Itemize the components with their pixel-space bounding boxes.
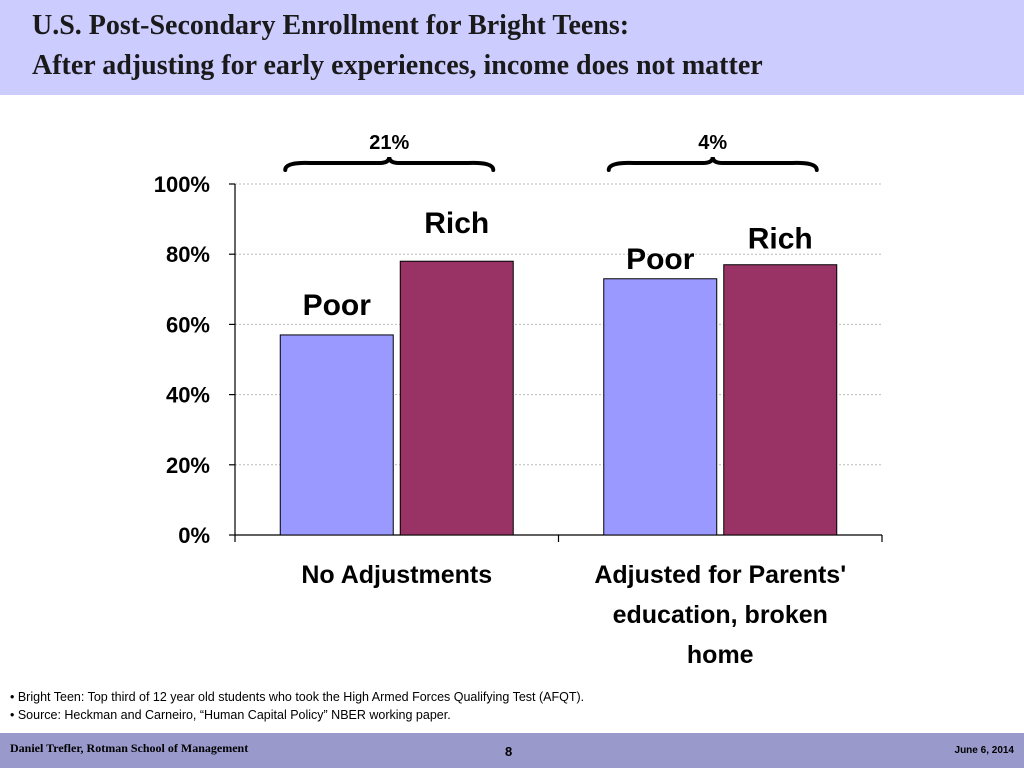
y-tick-label: 60%	[166, 312, 210, 337]
bar-label-poor: Poor	[626, 243, 695, 276]
footnotes: • Bright Teen: Top third of 12 year old …	[10, 688, 584, 724]
gap-brace	[606, 156, 819, 172]
y-tick-label: 100%	[154, 172, 210, 197]
category-label: No Adjustments	[301, 561, 492, 589]
bar-label-rich: Rich	[748, 223, 813, 256]
footer-date: June 6, 2014	[954, 745, 1014, 756]
category-label: Adjusted for Parents'	[594, 561, 846, 589]
footer-author: Daniel Trefler, Rotman School of Managem…	[10, 741, 249, 755]
bar-label-poor: Poor	[303, 289, 372, 322]
bar-rich	[399, 260, 514, 536]
y-tick-label: 40%	[166, 383, 210, 408]
bar-poor	[603, 278, 718, 536]
enrollment-bar-chart: 0% 20% 40% 60% 80% 100% Poor Rich No Adjustments…	[154, 132, 883, 669]
y-tick-label: 80%	[166, 242, 210, 267]
gap-label: 21%	[369, 132, 409, 154]
y-tick-label: 0%	[178, 523, 210, 548]
title-bar: U.S. Post-Secondary Enrollment for Brigh…	[0, 0, 1024, 95]
footnote-bright-teen: • Bright Teen: Top third of 12 year old …	[10, 690, 585, 704]
category-label: education, broken	[613, 601, 828, 629]
page-number: 8	[505, 744, 513, 759]
footnote-source: • Source: Heckman and Carneiro, “Human C…	[10, 708, 451, 722]
footer-bar: Daniel Trefler, Rotman School of Managem…	[0, 733, 1024, 768]
bar-rich	[723, 264, 838, 536]
gap-label: 4%	[698, 132, 727, 154]
slide-title-line-2: After adjusting for early experiences, i…	[32, 50, 763, 81]
bar-poor	[279, 334, 394, 536]
bar-label-rich: Rich	[424, 207, 489, 240]
gap-brace	[283, 156, 496, 172]
category-label: home	[687, 641, 754, 669]
y-tick-label: 20%	[166, 453, 210, 478]
slide-title-line-1: U.S. Post-Secondary Enrollment for Brigh…	[32, 10, 630, 41]
